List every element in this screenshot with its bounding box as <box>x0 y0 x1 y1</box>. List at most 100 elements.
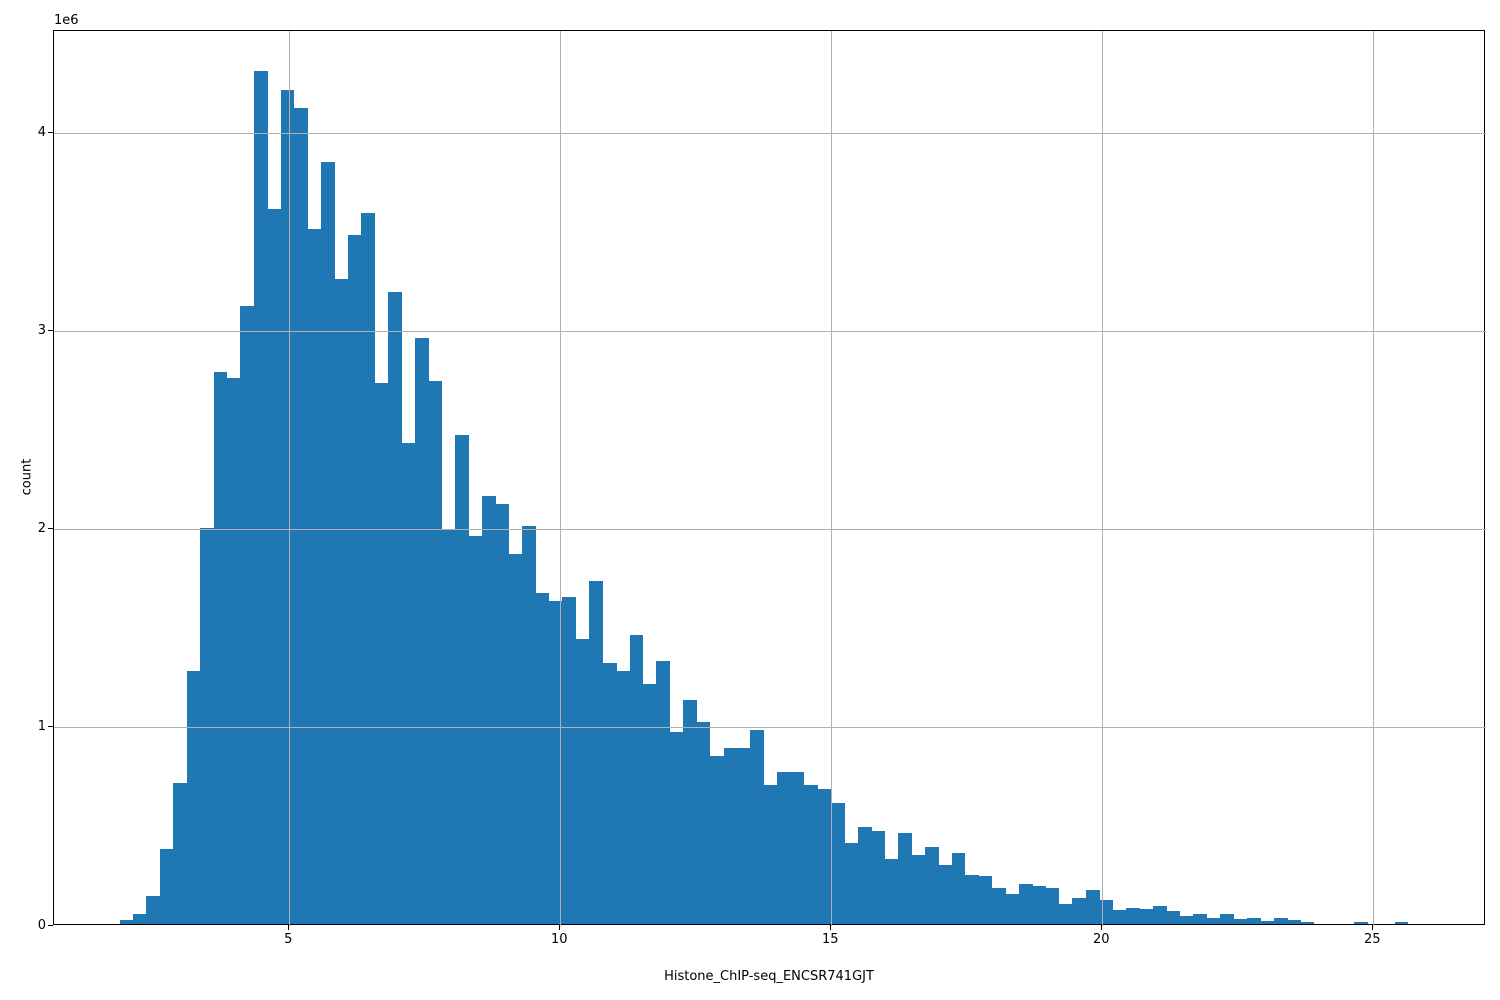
histogram-bar <box>1193 914 1207 924</box>
histogram-bar <box>294 108 308 924</box>
histogram-bar <box>387 292 402 924</box>
x-tick-label: 25 <box>1363 932 1381 947</box>
histogram-bar <box>991 888 1006 924</box>
y-tick-label: 2 <box>37 521 46 537</box>
histogram-bar <box>535 593 550 924</box>
histogram-bar <box>119 920 134 924</box>
histogram-bar <box>414 337 429 924</box>
x-axis-label: Histone_ChIP-seq_ENCSR741GJT <box>664 969 874 984</box>
histogram-bar <box>736 747 751 924</box>
histogram-bar <box>226 377 241 924</box>
histogram-bar <box>951 852 966 924</box>
histogram-bar <box>1018 884 1033 924</box>
histogram-bar <box>522 526 536 924</box>
histogram-bar <box>280 90 295 924</box>
histogram-bar <box>159 848 174 924</box>
histogram-bar <box>267 209 282 924</box>
histogram-bar <box>1112 910 1127 924</box>
histogram-bar <box>1220 914 1234 924</box>
histogram-bar <box>710 755 724 924</box>
histogram-bar <box>750 729 765 924</box>
y-tick-label: 3 <box>37 323 46 339</box>
histogram-bar <box>575 638 590 924</box>
y-axis-label: count <box>19 458 35 496</box>
plot-area <box>53 30 1486 926</box>
x-tick-label: 20 <box>1092 932 1110 947</box>
y-tick-label: 0 <box>37 917 46 933</box>
histogram-bar <box>1354 922 1369 924</box>
histogram-bar <box>683 700 698 924</box>
histogram-bar <box>253 70 268 924</box>
x-tick-label: 5 <box>284 932 293 947</box>
histogram-bar <box>897 832 912 924</box>
histogram-bar <box>133 914 147 924</box>
histogram-bar <box>307 229 322 924</box>
histogram-bar <box>495 504 510 924</box>
y-axis-offset-text: 1e6 <box>54 13 79 28</box>
histogram-bar <box>320 161 335 924</box>
histogram-bar <box>361 213 375 924</box>
x-tick <box>829 925 831 930</box>
histogram-bar <box>1032 886 1046 924</box>
histogram-bar <box>763 785 778 924</box>
histogram-bar <box>884 858 899 924</box>
x-tick <box>558 925 560 930</box>
histogram-bar <box>911 854 926 924</box>
histogram-bar <box>374 383 389 924</box>
histogram-bar <box>441 529 456 924</box>
histogram-bar <box>871 830 885 924</box>
x-tick <box>287 925 289 930</box>
histogram-bar <box>1273 917 1288 924</box>
histogram-bar <box>347 234 362 924</box>
histogram-bar <box>790 771 805 924</box>
bars-layer <box>54 31 1484 924</box>
histogram-bar <box>1394 922 1409 924</box>
histogram-bar <box>428 381 443 924</box>
histogram-bar <box>508 553 523 924</box>
histogram-bar <box>401 442 416 924</box>
histogram-bar <box>602 662 617 924</box>
histogram-bar <box>455 434 469 924</box>
histogram-bar <box>924 846 939 924</box>
x-tick-label: 15 <box>821 932 839 947</box>
histogram-bar <box>173 783 188 924</box>
histogram-bar <box>1179 915 1194 924</box>
histogram-bar <box>146 896 161 924</box>
histogram-bar <box>1300 922 1315 924</box>
histogram-bar <box>1166 911 1181 924</box>
histogram-bar <box>830 803 845 924</box>
histogram-bar <box>938 864 953 924</box>
histogram-bar <box>1287 919 1301 924</box>
histogram-bar <box>844 842 859 924</box>
histogram-bar <box>240 306 255 924</box>
histogram-bar <box>1246 918 1261 924</box>
histogram-bar <box>1072 898 1087 924</box>
histogram-bar <box>978 876 993 924</box>
y-tick-label: 1 <box>37 719 46 735</box>
histogram-bar <box>696 722 711 924</box>
histogram-bar <box>817 789 832 924</box>
histogram-bar <box>213 371 228 924</box>
histogram-bar <box>723 747 738 924</box>
histogram-bar <box>857 826 872 924</box>
histogram-bar <box>1005 894 1020 924</box>
histogram-bar <box>1085 890 1100 924</box>
histogram-bar <box>1126 908 1140 924</box>
histogram-bar <box>468 535 483 924</box>
histogram-bar <box>334 278 349 924</box>
histogram-bar <box>777 771 791 924</box>
histogram-bar <box>1233 919 1248 924</box>
histogram-bar <box>1045 888 1060 924</box>
histogram-bar <box>562 597 577 924</box>
x-tick <box>1100 925 1102 930</box>
histogram-bar <box>629 634 644 924</box>
histogram-bar <box>1260 921 1275 924</box>
histogram-bar <box>656 660 671 924</box>
histogram-bar <box>1099 900 1114 924</box>
histogram-bar <box>1139 909 1154 924</box>
y-tick-label: 4 <box>37 125 46 141</box>
histogram-bar <box>200 527 214 924</box>
histogram-bar <box>642 684 657 924</box>
histogram-bar <box>481 496 496 924</box>
